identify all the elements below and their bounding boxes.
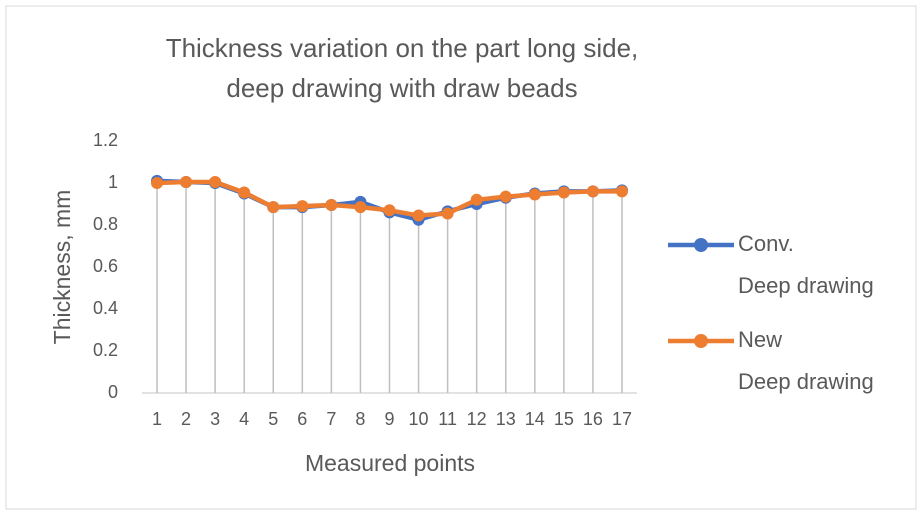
point	[238, 186, 251, 199]
point	[383, 204, 396, 217]
y-tick-label: 0.4	[93, 298, 118, 318]
legend-marker	[694, 334, 708, 348]
x-axis-label: Measured points	[305, 450, 475, 476]
chart-title: deep drawing with draw beads	[226, 73, 577, 103]
point	[499, 190, 512, 203]
point	[470, 193, 483, 206]
legend-label-line: Conv.	[738, 231, 800, 256]
point	[180, 175, 193, 188]
y-tick-label: 0.8	[93, 214, 118, 234]
y-tick-label: 0.6	[93, 256, 118, 276]
point	[557, 186, 570, 199]
legend-label: Conv. Deep drawing	[738, 231, 874, 298]
x-tick-label: 14	[525, 409, 545, 429]
point	[325, 199, 338, 212]
x-tick-label: 5	[268, 409, 278, 429]
x-tick-label: 1	[152, 409, 162, 429]
x-tick-label: 11	[438, 409, 457, 429]
x-tick-label: 4	[239, 409, 249, 429]
chart-title: Thickness variation on the part long sid…	[166, 33, 639, 63]
y-axis-label: Thickness, mm	[49, 190, 75, 345]
x-tick-label: 3	[210, 409, 220, 429]
x-tick-label: 2	[181, 409, 191, 429]
x-tick-label: 7	[326, 409, 336, 429]
x-tick-label: 13	[496, 409, 516, 429]
point	[586, 185, 599, 198]
legend-label-line: Deep drawing	[738, 369, 874, 394]
legend-label-line: New	[738, 327, 788, 352]
x-tick-label: 17	[612, 409, 632, 429]
point	[354, 201, 367, 214]
x-tick-label: 16	[583, 409, 603, 429]
x-tick-label: 6	[297, 409, 307, 429]
y-tick-label: 1	[108, 172, 118, 192]
y-tick-label: 0.2	[93, 340, 118, 360]
x-tick-label: 12	[467, 409, 487, 429]
legend-label: New Deep drawing	[738, 327, 874, 394]
legend-marker	[694, 238, 708, 252]
point	[441, 207, 454, 220]
point	[267, 201, 280, 214]
x-tick-label: 9	[384, 409, 394, 429]
x-tick-label: 10	[409, 409, 429, 429]
point	[412, 209, 425, 222]
x-tick-label: 8	[355, 409, 365, 429]
point	[528, 188, 541, 201]
point	[209, 175, 222, 188]
x-tick-label: 15	[554, 409, 574, 429]
y-tick-label: 1.2	[93, 130, 118, 150]
point	[151, 177, 163, 189]
point	[296, 200, 309, 213]
y-tick-label: 0	[108, 382, 118, 402]
legend-label-line: Deep drawing	[738, 273, 874, 298]
point	[616, 185, 628, 198]
